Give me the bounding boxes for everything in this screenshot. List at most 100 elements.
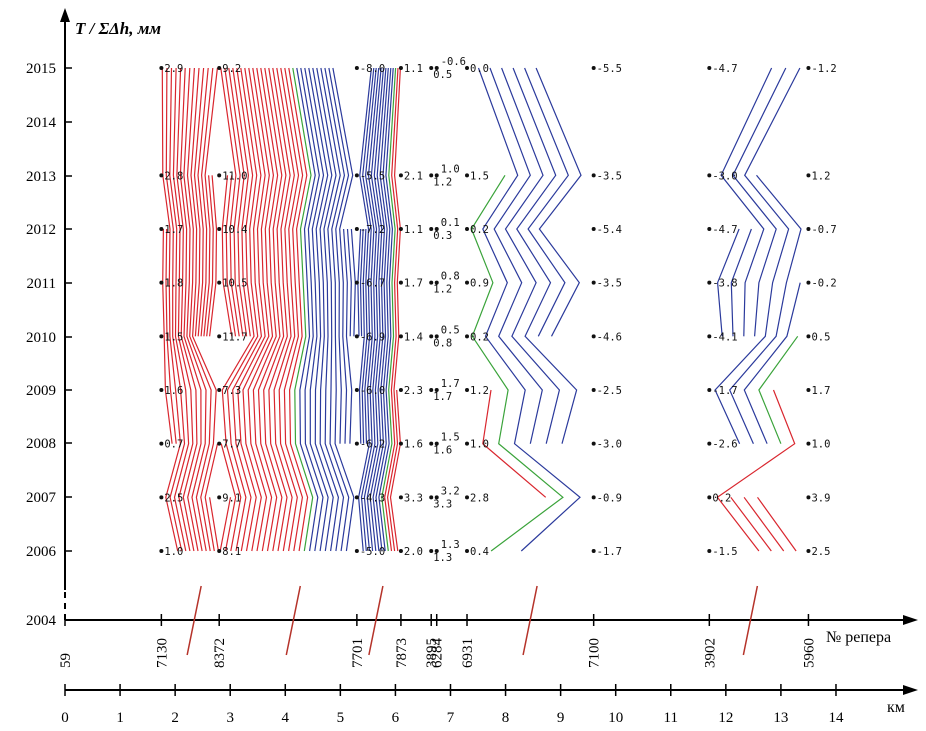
contour-line [375, 67, 392, 552]
value-label: 1.3 [433, 552, 452, 564]
contour-line [209, 175, 218, 337]
value-label: 2.9 [164, 63, 183, 75]
contour-line [304, 67, 329, 552]
value-label: 7.7 [222, 439, 241, 451]
benchmark-dot [434, 173, 439, 178]
benchmark-dot [806, 388, 811, 392]
value-label: 1.4 [404, 331, 423, 343]
contour-line [296, 67, 319, 552]
contour-line [165, 228, 177, 444]
value-label: 3.9 [811, 492, 830, 504]
benchmark-dot [465, 227, 470, 231]
reper-tick-label: 6931 [460, 638, 476, 668]
benchmark-dot [806, 495, 811, 500]
value-label: 1.6 [404, 439, 423, 451]
benchmark-dot [465, 280, 470, 285]
value-label: 0.7 [164, 439, 183, 451]
contour-line [732, 67, 787, 337]
y-tick-label: 2014 [26, 115, 57, 131]
benchmark-dot [217, 549, 222, 553]
contour-line [332, 67, 354, 444]
contour-line [489, 67, 543, 444]
contour-line [252, 67, 279, 552]
contour-line [381, 67, 397, 552]
benchmark-dot [159, 441, 164, 446]
value-label: -4.6 [597, 331, 622, 343]
benchmark-dot [217, 173, 222, 178]
value-label: 9.1 [222, 492, 241, 504]
reper-tick-label: 59 [58, 653, 74, 668]
contour-line [300, 67, 324, 552]
contour-line [535, 67, 582, 337]
contour-line [384, 67, 399, 552]
value-label: 1.0 [470, 439, 489, 451]
value-label: -0.9 [597, 492, 622, 504]
benchmark-dot [159, 173, 164, 178]
contour-line [242, 67, 270, 552]
contour-line [161, 67, 182, 552]
value-label: -7.2 [360, 224, 385, 236]
value-label: 0.8 [433, 337, 452, 349]
y-tick-label: 2012 [26, 222, 56, 238]
benchmark-dot [398, 334, 403, 339]
contour-line [224, 67, 244, 337]
contour-line [369, 67, 387, 552]
axis-break-mark [522, 585, 538, 656]
reper-tick-label: 7701 [350, 638, 366, 668]
value-label: -3.5 [597, 170, 622, 182]
value-label: 1.3 [441, 539, 460, 551]
benchmark-dot [159, 388, 164, 392]
contour-line [283, 67, 304, 552]
value-label: 3.2 [441, 485, 460, 497]
benchmark-dot [217, 280, 222, 285]
value-label: 2.1 [404, 170, 423, 182]
contour-line [728, 174, 802, 444]
value-label: -6.9 [360, 331, 385, 343]
contour-line [482, 389, 547, 498]
value-label: -1.7 [597, 546, 622, 558]
benchmark-dot [429, 495, 434, 500]
reper-tick-label: 8372 [212, 638, 228, 668]
benchmark-dot [398, 173, 403, 178]
value-label: 10.4 [222, 224, 247, 236]
value-label: 1.6 [433, 445, 452, 457]
contour-line [358, 228, 367, 444]
contour-line [220, 67, 240, 337]
benchmark-dot [398, 227, 403, 231]
value-label: 0.5 [441, 324, 460, 336]
contour-line [470, 174, 564, 552]
benchmark-dot [707, 441, 712, 446]
benchmark-dot [434, 334, 439, 339]
contour-line [268, 67, 291, 552]
value-label: -5.4 [597, 224, 622, 236]
contour-lines [161, 67, 802, 552]
contour-line [288, 67, 309, 552]
contour-line [343, 228, 353, 444]
contour-line [524, 67, 569, 337]
value-label: -4.7 [712, 224, 737, 236]
contour-line [162, 228, 173, 444]
contour-line [226, 67, 259, 552]
axis-break-mark [368, 585, 384, 656]
benchmark-dot [159, 334, 164, 339]
benchmark-dot [434, 227, 439, 231]
contour-line [273, 67, 295, 552]
y-tick-label: 2013 [26, 169, 56, 185]
benchmark-dot [429, 280, 434, 285]
reper-tick-label: 7130 [154, 638, 170, 668]
value-label: -6.7 [360, 278, 385, 290]
value-label: 11.7 [222, 331, 247, 343]
benchmark-dot [398, 441, 403, 446]
contour-line [200, 67, 214, 337]
value-label: 1.2 [433, 176, 452, 188]
value-label: 2.8 [164, 170, 183, 182]
reper-tick-label: 7100 [587, 638, 603, 668]
contour-line [292, 67, 314, 552]
benchmark-dot [159, 66, 164, 70]
contour-line [179, 67, 202, 552]
value-label: 1.1 [404, 63, 423, 75]
contour-line [359, 67, 372, 444]
value-label: -6.2 [360, 439, 385, 451]
value-label: -5.0 [360, 546, 385, 558]
contour-line [758, 335, 799, 444]
